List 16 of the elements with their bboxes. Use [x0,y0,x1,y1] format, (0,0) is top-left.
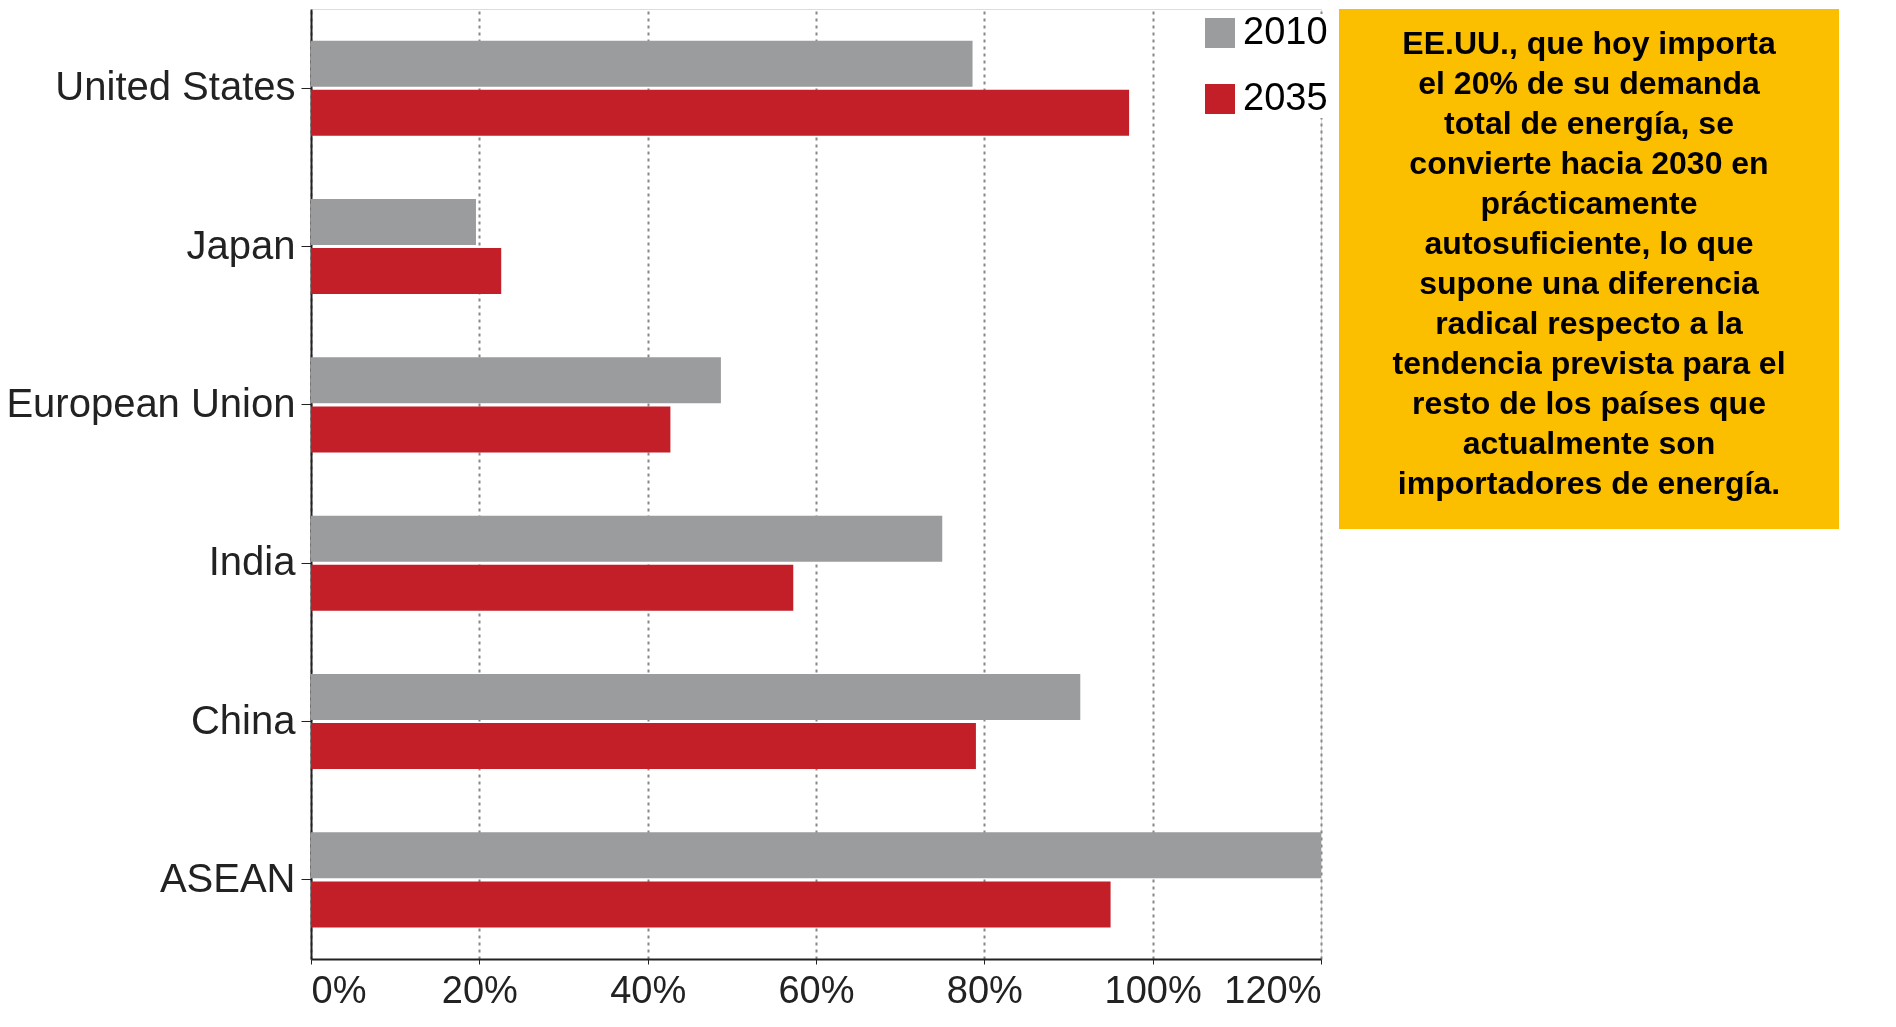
y-tick-label: United States [55,64,296,109]
x-tick-label: 60% [778,968,855,1011]
y-tick-label: ASEAN [159,855,296,900]
x-tick-label: 40% [610,968,687,1011]
x-tick-label: 120% [1224,968,1322,1011]
y-tick-label: India [208,539,297,584]
x-tick-label: 20% [441,968,518,1011]
x-tick-label: 80% [946,968,1023,1011]
x-tick-label: 0% [311,968,367,1011]
legend-label: 2035 [1243,76,1328,118]
y-tick-label: Japan [186,222,296,267]
y-tick-label: China [190,697,297,742]
text: EE.UU., que hoy importa el 20% de su demanda total de energía, se convierte hacia 2030 en prácticamente autosuficiente, lo que supone una diferencia radical respecto a la tendencia prevista para el resto de los países que actualmente son importadores de energía. [1392,25,1786,501]
legend-label: 2010 [1243,10,1328,52]
y-tick-label: European Union [6,380,296,425]
x-tick-label: 100% [1104,968,1202,1011]
